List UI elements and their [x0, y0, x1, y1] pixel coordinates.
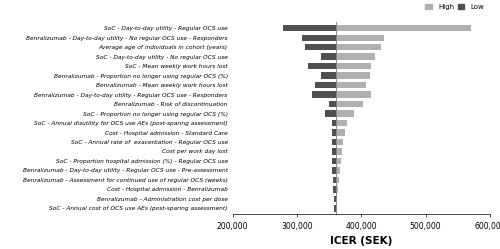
Bar	[332, 148, 336, 155]
X-axis label: ICER (SEK): ICER (SEK)	[330, 236, 392, 246]
Bar	[333, 187, 336, 192]
Bar	[332, 129, 336, 136]
Bar	[336, 101, 363, 107]
Bar	[336, 148, 342, 155]
Bar	[322, 54, 336, 60]
Bar	[336, 120, 347, 126]
Bar	[312, 91, 336, 98]
Bar	[315, 82, 336, 88]
Bar	[336, 25, 470, 31]
Bar	[336, 72, 370, 79]
Bar	[336, 54, 376, 60]
Bar	[308, 63, 336, 69]
Bar	[336, 196, 337, 202]
Bar	[334, 205, 336, 212]
Bar	[325, 111, 336, 117]
Bar	[304, 44, 336, 50]
Bar	[336, 91, 371, 98]
Bar	[333, 177, 336, 183]
Bar	[336, 139, 342, 145]
Bar	[302, 35, 336, 41]
Bar	[282, 25, 336, 31]
Bar	[329, 101, 336, 107]
Bar	[322, 72, 336, 79]
Bar	[336, 158, 342, 164]
Legend: High, Low: High, Low	[422, 1, 486, 12]
Bar	[332, 139, 336, 145]
Bar	[332, 158, 336, 164]
Bar	[336, 177, 338, 183]
Bar	[336, 44, 380, 50]
Bar	[332, 167, 336, 174]
Bar	[336, 129, 344, 136]
Bar	[336, 35, 384, 41]
Bar	[336, 63, 371, 69]
Bar	[336, 111, 353, 117]
Bar	[336, 167, 340, 174]
Bar	[334, 196, 336, 202]
Bar	[332, 120, 336, 126]
Bar	[336, 187, 338, 192]
Bar	[336, 82, 366, 88]
